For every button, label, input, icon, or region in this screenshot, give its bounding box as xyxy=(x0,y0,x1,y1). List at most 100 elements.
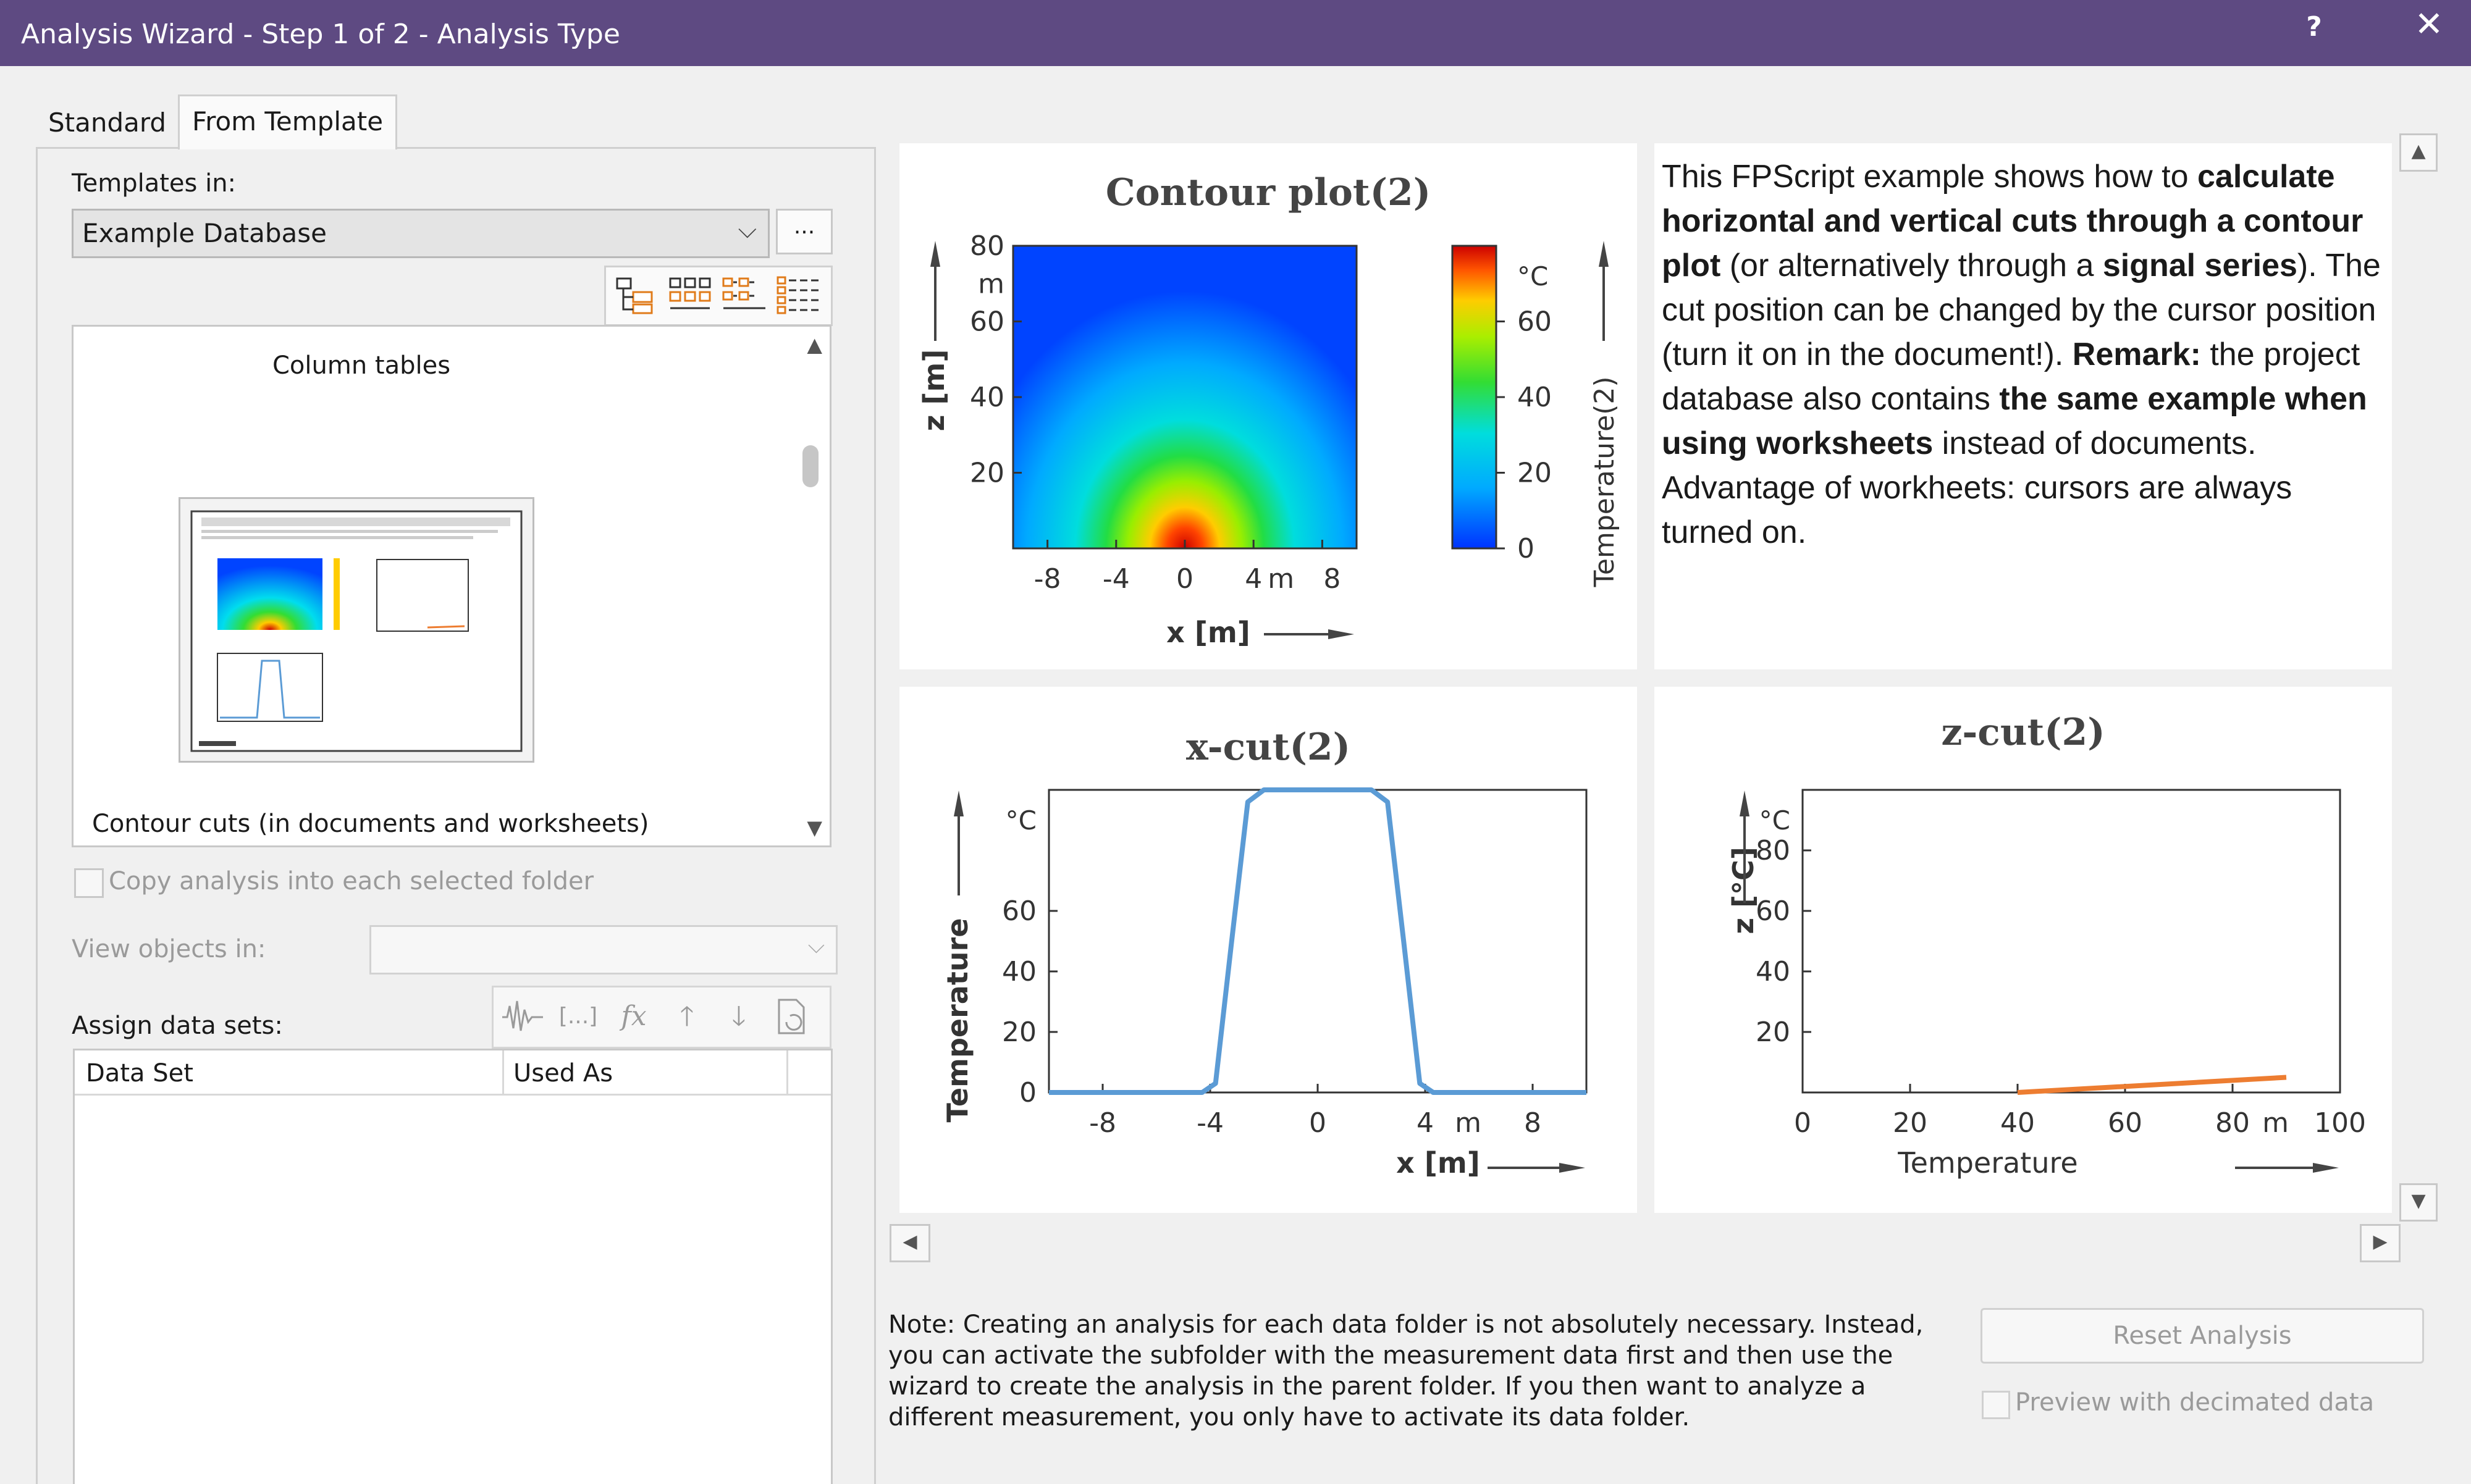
x-tick-label: 60 xyxy=(2108,1107,2142,1139)
small-icons-view-icon[interactable] xyxy=(720,274,769,317)
x-axis-arrow-head xyxy=(1328,629,1354,639)
y-tick-label: 20 xyxy=(970,458,1004,489)
browse-button[interactable]: ... xyxy=(776,209,833,254)
scroll-up-icon[interactable]: ▲ xyxy=(807,333,822,356)
window-title: Analysis Wizard - Step 1 of 2 - Analysis… xyxy=(21,19,620,50)
scroll-down-icon[interactable]: ▼ xyxy=(807,816,822,839)
x-tick-label: 0 xyxy=(1794,1107,1811,1139)
data-set-table[interactable]: Data Set Used As xyxy=(73,1049,833,1484)
x-tick-label: 4 xyxy=(1245,563,1262,595)
colorbar-label: Temperature(2) xyxy=(1589,376,1620,587)
note-text: Note: Creating an analysis for each data… xyxy=(888,1310,1924,1432)
y-tick-label: 80 xyxy=(970,230,1004,262)
data-line xyxy=(1049,787,1586,1095)
x-axis-arrow-head xyxy=(1559,1163,1585,1173)
colorbar xyxy=(1451,245,1497,550)
z-cut-card: z-cut(2) 0 20 40 60 80 100 m 20 40 60 80 °C Temperatu… xyxy=(1654,687,2392,1213)
column-divider[interactable] xyxy=(502,1050,504,1094)
scroll-up-icon[interactable]: ▲ xyxy=(2399,133,2438,172)
template-item-contour-cuts[interactable]: Contour cuts (in documents and worksheet… xyxy=(92,810,649,838)
y-tick-label: 60 xyxy=(1756,895,1790,927)
tab-standard[interactable]: Standard xyxy=(48,107,167,138)
chart-title: Contour plot(2) xyxy=(1106,171,1431,214)
reset-analysis-button[interactable]: Reset Analysis xyxy=(1981,1308,2424,1364)
x-tick-label: -4 xyxy=(1103,563,1130,595)
contour-plot-card: Contour plot(2) -8 -4 0 4 8 m 20 40 60 80 m x [m] z [… xyxy=(899,143,1637,669)
template-category-label: Column tables xyxy=(272,351,451,380)
y-axis-label: Temperature xyxy=(941,918,974,1123)
scrollbar-thumb[interactable] xyxy=(802,445,819,487)
preview-decimated-checkbox[interactable] xyxy=(1982,1391,2010,1419)
y-axis-arrow-head xyxy=(954,790,964,816)
copy-analysis-checkbox[interactable] xyxy=(74,868,104,898)
y-tick-label: 40 xyxy=(1756,956,1790,987)
signal-icon[interactable] xyxy=(497,992,548,1041)
column-header-used-as[interactable]: Used As xyxy=(513,1059,613,1088)
chevron-down-icon: ⌵ xyxy=(807,933,825,958)
list-brackets-button[interactable]: [...] xyxy=(558,1004,598,1029)
scroll-left-icon[interactable]: ◀ xyxy=(890,1224,930,1262)
column-header-data-set[interactable]: Data Set xyxy=(86,1059,193,1088)
y-axis-label: z [m] xyxy=(917,350,951,432)
plot-frame xyxy=(1048,789,1588,1094)
template-thumbnail[interactable] xyxy=(179,497,534,763)
x-axis-label: x [m] xyxy=(1166,616,1250,649)
colorbar-unit: °C xyxy=(1517,261,1548,291)
formula-button[interactable]: fx xyxy=(621,1000,647,1032)
y-tick-label: 60 xyxy=(1002,895,1037,927)
view-mode-toolbar xyxy=(604,266,833,326)
template-description: This FPScript example shows how to calcu… xyxy=(1662,159,2381,550)
help-button[interactable]: ? xyxy=(2306,11,2322,43)
template-list[interactable]: Column tables Contour cuts (in documents xyxy=(72,325,831,847)
column-divider[interactable] xyxy=(786,1050,788,1094)
preview-horizontal-scrollbar[interactable]: ◀ ▶ xyxy=(890,1224,2401,1262)
template-preview: Contour plot(2) -8 -4 0 4 8 m 20 40 60 80 m x [m] z [… xyxy=(891,136,2429,1213)
y-tick-label: 20 xyxy=(1002,1017,1037,1048)
chart-title: z-cut(2) xyxy=(1941,711,2105,754)
templates-in-select[interactable]: Example Database ⌵ xyxy=(72,209,770,258)
preview-vertical-scrollbar[interactable]: ▲ ▼ xyxy=(2399,133,2438,1222)
x-axis-label: Temperature xyxy=(1897,1146,2077,1180)
table-header: Data Set Used As xyxy=(75,1050,831,1096)
x-cut-card: x-cut(2) -8 -4 0 4 8 m 0 20 40 60 °C x [m] Temperatur… xyxy=(899,687,1637,1213)
heatmap-surface xyxy=(1013,246,1357,548)
data-line xyxy=(2017,1075,2287,1095)
plot-frame xyxy=(1801,789,2341,1094)
y-tick-label: 0 xyxy=(1019,1077,1037,1109)
y-tick-label: 40 xyxy=(970,382,1004,413)
y-axis-arrow-head xyxy=(1740,790,1749,816)
replace-data-icon[interactable] xyxy=(765,992,816,1041)
x-axis-label: x [m] xyxy=(1396,1146,1480,1180)
tree-view-icon[interactable] xyxy=(611,274,660,317)
scroll-down-icon[interactable]: ▼ xyxy=(2399,1183,2438,1222)
x-tick-label: 4 xyxy=(1417,1107,1434,1139)
templates-in-label: Templates in: xyxy=(72,169,237,198)
tab-from-template[interactable]: From Template xyxy=(178,94,398,149)
y-tick-label: 80 xyxy=(1756,835,1790,866)
large-icons-view-icon[interactable] xyxy=(665,274,715,317)
y-tick-label: 40 xyxy=(1002,956,1037,987)
y-tick-label: 20 xyxy=(1756,1017,1790,1048)
copy-analysis-label: Copy analysis into each selected folder xyxy=(109,867,594,895)
x-tick-label: 8 xyxy=(1524,1107,1541,1139)
view-objects-label: View objects in: xyxy=(72,935,266,963)
title-bar: Analysis Wizard - Step 1 of 2 - Analysis… xyxy=(0,0,2471,66)
preview-decimated-label: Preview with decimated data xyxy=(2015,1388,2375,1417)
scroll-right-icon[interactable]: ▶ xyxy=(2360,1224,2401,1262)
chart-title: x-cut(2) xyxy=(1186,726,1350,769)
view-objects-select[interactable]: ⌵ xyxy=(369,925,838,975)
close-button[interactable]: ✕ xyxy=(2414,4,2444,44)
x-tick-label: 80 xyxy=(2215,1107,2250,1139)
colorbar-arrow-head xyxy=(1599,241,1609,267)
details-view-icon[interactable] xyxy=(774,274,823,317)
y-unit-label: m xyxy=(978,268,1004,300)
move-down-icon[interactable]: 🡓 xyxy=(731,1000,746,1032)
x-unit-label: m xyxy=(1268,563,1294,595)
y-unit-label: °C xyxy=(1759,805,1790,836)
x-tick-label: 100 xyxy=(2314,1107,2366,1139)
move-up-icon[interactable]: 🡑 xyxy=(680,1000,694,1032)
x-tick-label: 0 xyxy=(1176,563,1193,595)
colorbar-tick-label: 0 xyxy=(1517,533,1534,564)
chevron-down-icon: ⌵ xyxy=(738,216,757,244)
